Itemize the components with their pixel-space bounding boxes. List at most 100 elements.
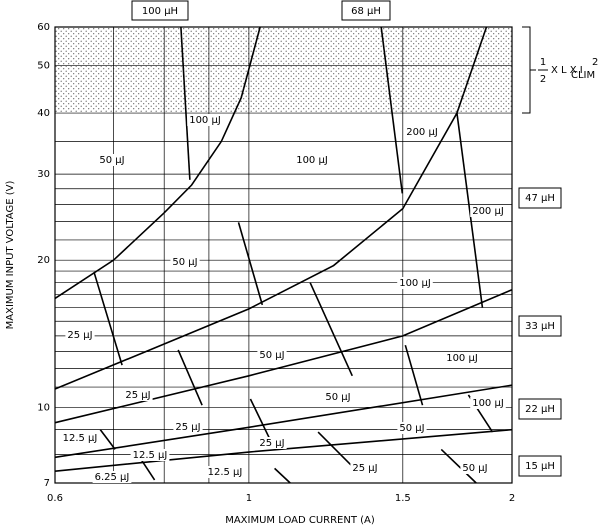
annotation: 25 µJ: [173, 421, 203, 433]
annotation: 200 µJ: [470, 205, 506, 217]
annotation-label: 50 µJ: [399, 423, 424, 434]
energy-line: [93, 271, 123, 366]
energy-line: [309, 282, 353, 377]
annotation-bg: [173, 421, 203, 433]
inductor-label: 47 µH: [525, 193, 555, 204]
energy-line: [380, 26, 404, 194]
energy-line: [249, 398, 272, 441]
y-tick-label: 50: [37, 61, 50, 72]
annotation-label: 200 µJ: [406, 127, 438, 138]
annotation-label: 6.25 µJ: [95, 472, 130, 483]
energy-line: [440, 448, 477, 484]
annotation: 50 µJ: [170, 256, 200, 268]
annotation: 12.5 µJ: [60, 432, 100, 444]
x-tick-label: 2: [509, 493, 515, 504]
annotation-label: 50 µJ: [462, 463, 487, 474]
annotation-label: 25 µJ: [67, 330, 92, 341]
annotation-bg: [470, 205, 506, 217]
inductor-label-box: [518, 398, 562, 420]
energy-line: [237, 222, 264, 306]
annotation: 6.25 µJ: [92, 471, 132, 483]
y-tick-label: 30: [37, 169, 50, 180]
inductor-label-box: [518, 315, 562, 337]
inductor-label: 15 µH: [525, 461, 555, 472]
annotation: 12.5 µJ: [205, 466, 245, 478]
energy-line: [274, 467, 291, 484]
y-tick-label: 60: [37, 22, 50, 33]
y-tick-label: 10: [37, 402, 50, 413]
annotation-bg: [470, 397, 506, 409]
x-axis-title: MAXIMUM LOAD CURRENT (A): [225, 515, 375, 526]
boundary-curve: [54, 428, 513, 473]
annotation: 100 µJ: [187, 114, 223, 126]
x-tick-label: 0.6: [47, 493, 63, 504]
annotation: 25 µJ: [123, 389, 153, 401]
bracket: [522, 26, 536, 114]
plot-frame: [54, 26, 513, 484]
annotation-bg: [294, 154, 330, 166]
annotation-label: 25 µJ: [125, 390, 150, 401]
annotation-label: 200 µJ: [472, 206, 504, 217]
top-label-box: [341, 0, 391, 21]
formula-subscript: CLIM: [571, 70, 595, 81]
annotation: 50 µJ: [257, 349, 287, 361]
y-axis-title: MAXIMUM INPUT VOLTAGE (V): [5, 181, 16, 330]
boundary-curve: [54, 26, 261, 300]
annotation-bg: [404, 126, 440, 138]
boundary-curve: [54, 384, 513, 459]
annotation: 200 µJ: [404, 126, 440, 138]
annotation-bg: [460, 462, 490, 474]
annotation-bg: [92, 471, 132, 483]
annotation-bg: [323, 391, 353, 403]
annotation-label: 100 µJ: [446, 353, 478, 364]
energy-line: [177, 349, 203, 406]
annotation-bg: [130, 449, 170, 461]
x-tick-label: 1.5: [395, 493, 411, 504]
annotation-label: 50 µJ: [172, 257, 197, 268]
annotation: 50 µJ: [460, 462, 490, 474]
y-tick-label: 20: [37, 255, 50, 266]
annotation: 50 µJ: [97, 154, 127, 166]
inductor-label-box: [518, 455, 562, 477]
annotation: 25 µJ: [350, 462, 380, 474]
formula-denominator: 2: [540, 74, 546, 85]
top-label: 68 µH: [351, 6, 381, 17]
energy-line: [99, 429, 116, 450]
annotation-label: 25 µJ: [175, 422, 200, 433]
annotation-bg: [397, 422, 427, 434]
annotation-label: 50 µJ: [259, 350, 284, 361]
energy-line: [139, 456, 156, 481]
formula-numerator: 1: [540, 57, 546, 68]
annotation-bg: [205, 466, 245, 478]
annotation-bg: [123, 389, 153, 401]
annotation-label: 12.5 µJ: [133, 450, 168, 461]
annotation-label: 100 µJ: [296, 155, 328, 166]
annotation: 50 µJ: [323, 391, 353, 403]
energy-line: [180, 26, 191, 180]
inductor-label: 22 µH: [525, 404, 555, 415]
annotation: 25 µJ: [65, 329, 95, 341]
annotation-label: 25 µJ: [259, 438, 284, 449]
inductor-label-box: [518, 187, 562, 209]
energy-line: [317, 431, 355, 469]
annotation: 100 µJ: [294, 154, 330, 166]
y-tick-label: 7: [44, 478, 50, 489]
annotation-label: 100 µJ: [189, 115, 221, 126]
annotation-label: 25 µJ: [352, 463, 377, 474]
annotation-label: 50 µJ: [325, 392, 350, 403]
annotation-label: 50 µJ: [99, 155, 124, 166]
inductor-label: 33 µH: [525, 321, 555, 332]
y-tick-label: 40: [37, 108, 50, 119]
annotation: 12.5 µJ: [130, 449, 170, 461]
annotation-bg: [65, 329, 95, 341]
annotation-bg: [97, 154, 127, 166]
x-tick-label: 1: [246, 493, 252, 504]
energy-line: [456, 112, 484, 308]
annotation-bg: [170, 256, 200, 268]
annotation-bg: [397, 277, 433, 289]
shaded-region: [55, 27, 512, 114]
annotation-bg: [60, 432, 100, 444]
formula-text: X L X I: [551, 65, 583, 76]
